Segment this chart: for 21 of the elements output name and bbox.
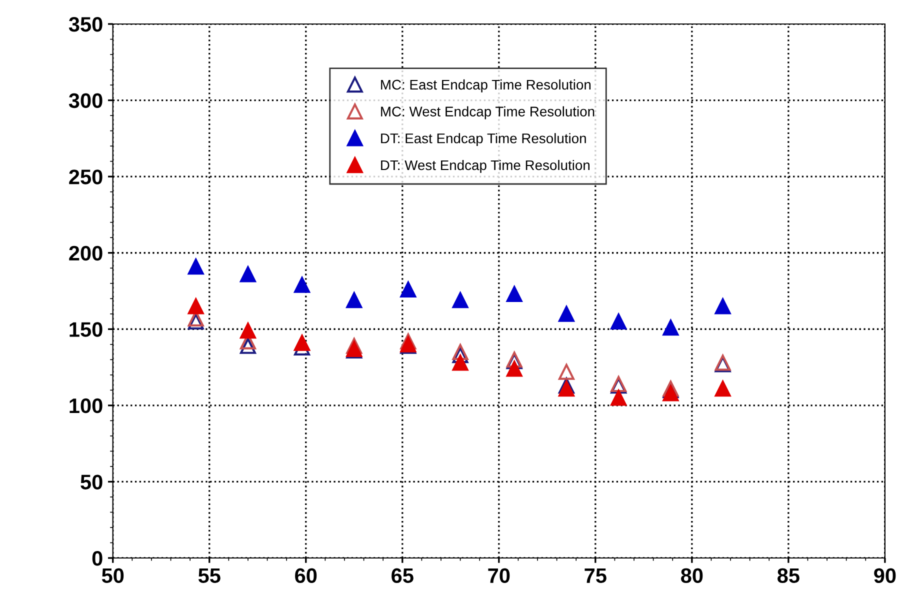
x-tick-label: 55 — [198, 568, 220, 584]
y-tick-label: 0 — [92, 551, 102, 566]
x-tick-label: 70 — [488, 568, 510, 584]
y-tick-label: 150 — [70, 322, 102, 337]
legend-label: MC: West Endcap Time Resolution — [381, 106, 594, 120]
y-tick-label: 50 — [80, 474, 102, 490]
legend-label: DT: West Endcap Time Resolution — [381, 160, 590, 173]
x-tick-label: 60 — [295, 568, 317, 584]
y-tick-label: 200 — [69, 246, 102, 261]
y-tick-label: 350 — [68, 17, 102, 32]
x-tick-label: 75 — [584, 568, 606, 584]
y-tick-label: 300 — [68, 93, 102, 108]
y-tick-label: 100 — [70, 398, 102, 414]
x-tick-label: 65 — [392, 568, 414, 584]
x-tick-label: 85 — [778, 568, 800, 584]
legend-label: DT: East Endcap Time Resolution — [381, 133, 586, 146]
x-tick-label: 80 — [681, 568, 703, 584]
x-tick-label: 90 — [874, 568, 896, 584]
y-tick-label: 250 — [69, 170, 102, 184]
x-tick-label: 50 — [102, 568, 124, 584]
legend-label: MC: East Endcap Time Resolution — [381, 79, 591, 92]
